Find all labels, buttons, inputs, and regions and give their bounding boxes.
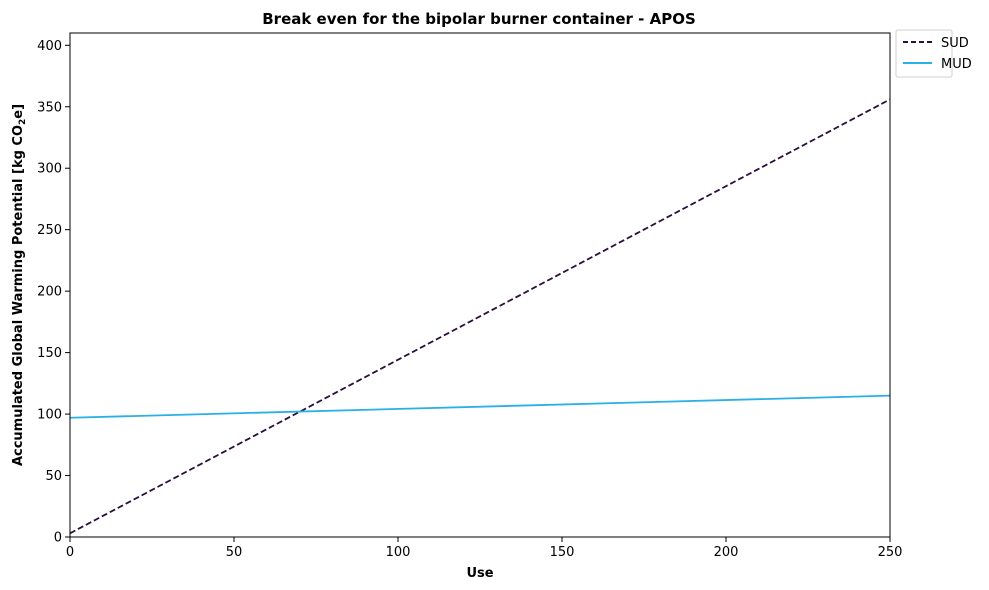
x-tick-label: 150	[550, 545, 575, 560]
plot-frame	[69, 32, 891, 538]
legend-label-mud: MUD	[941, 57, 972, 72]
plot-area	[69, 32, 891, 538]
chart-title: Break even for the bipolar burner contai…	[262, 10, 696, 28]
y-tick-label: 200	[37, 285, 62, 300]
y-tick-label: 250	[37, 223, 62, 238]
y-axis-ticks: 0 50 100 150 200 250 300 350 400	[37, 39, 70, 546]
legend-label-sud: SUD	[941, 36, 969, 51]
y-tick-label: 100	[37, 408, 62, 423]
series-line-mud	[69, 394, 891, 419]
x-axis-label: Use	[466, 566, 493, 581]
x-tick-label: 200	[714, 545, 739, 560]
x-tick-label: 100	[386, 545, 411, 560]
series-line-sud	[69, 98, 891, 535]
x-tick-label: 50	[226, 545, 243, 560]
x-tick-label: 0	[66, 545, 74, 560]
y-tick-label: 400	[37, 39, 62, 54]
y-tick-label: 50	[45, 469, 62, 484]
x-axis-ticks: 0 50 100 150 200 250	[66, 537, 903, 560]
y-axis-label-main: Accumulated Global Warming Potential [kg…	[11, 125, 26, 466]
y-tick-label: 350	[37, 100, 62, 115]
y-axis-label-subscript: 2	[18, 119, 28, 125]
y-tick-label: 150	[37, 346, 62, 361]
x-tick-label: 250	[878, 545, 903, 560]
y-tick-label: 300	[37, 162, 62, 177]
y-axis-label: Accumulated Global Warming Potential [kg…	[11, 104, 28, 466]
legend-box	[895, 29, 953, 78]
y-tick-label: 0	[54, 531, 62, 546]
series-layer	[69, 98, 891, 535]
legend: SUD MUD	[895, 29, 972, 78]
y-axis-label-end: e]	[11, 104, 26, 119]
